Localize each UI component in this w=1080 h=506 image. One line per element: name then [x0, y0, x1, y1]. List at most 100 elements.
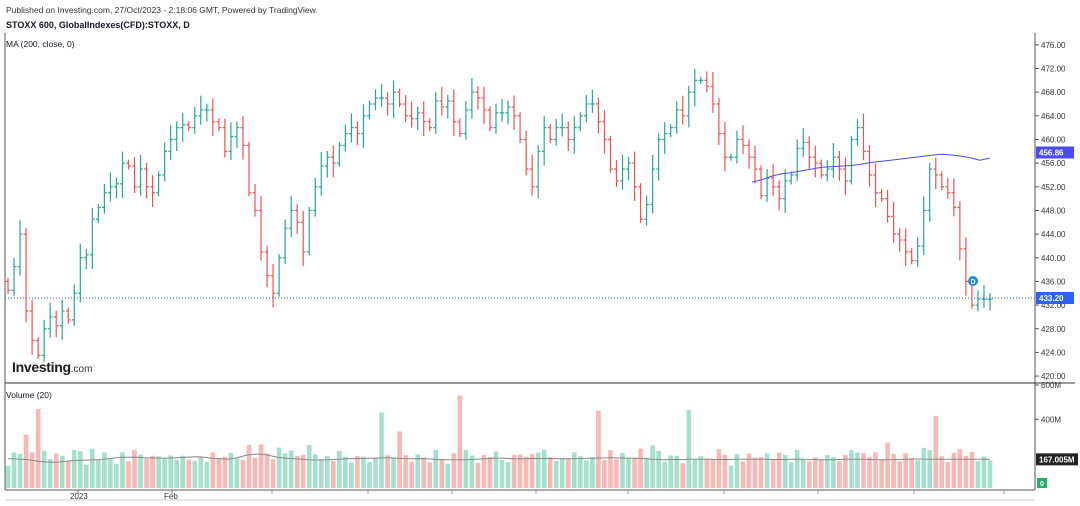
volume-bar	[921, 447, 927, 488]
volume-bar	[885, 442, 890, 488]
volume-bar	[240, 460, 246, 488]
volume-bar	[192, 461, 198, 488]
volume-bar	[234, 458, 240, 488]
volume-bar	[77, 451, 83, 488]
volume-change-tag: 0	[1040, 481, 1044, 488]
price-tick-label: 464.00	[1041, 112, 1066, 121]
volume-bar	[632, 457, 637, 488]
volume-bar	[427, 462, 433, 488]
volume-bar	[517, 454, 523, 488]
chart-frame	[4, 33, 1075, 501]
volume-bar	[626, 458, 631, 488]
volume-bar	[216, 457, 222, 488]
last-price-tag-bg	[1036, 292, 1074, 305]
volume-bar	[867, 456, 872, 488]
volume-bar	[228, 452, 234, 488]
volume-bar	[47, 458, 53, 488]
volume-bar	[349, 462, 354, 488]
price-tick-label: 428.00	[1041, 325, 1066, 334]
volume-bar	[740, 461, 746, 488]
volume-bar	[397, 431, 402, 488]
price-tick-label: 472.00	[1041, 64, 1066, 73]
volume-bar	[29, 452, 35, 488]
price-tick-label: 448.00	[1041, 206, 1066, 215]
volume-bar	[475, 462, 481, 488]
volume-bar	[553, 461, 559, 488]
volume-bar	[547, 457, 553, 488]
volume-bar	[114, 463, 119, 488]
volume-bar	[246, 445, 252, 488]
volume-bar	[559, 458, 565, 488]
volume-bar	[939, 456, 945, 488]
volume-bar	[535, 452, 541, 488]
volume-bar	[776, 452, 782, 488]
ma-value-tag: 456.86	[1039, 148, 1064, 157]
volume-bar	[174, 459, 179, 488]
volume-bar	[812, 457, 818, 488]
volume-bar	[752, 457, 758, 488]
ma-200-polyline	[751, 153, 991, 183]
volume-tick-label: 400M	[1041, 415, 1061, 424]
volume-bar	[668, 455, 674, 488]
price-tick-label: 460.00	[1041, 135, 1066, 144]
volume-bar	[644, 457, 649, 488]
volume-ma-polyline	[8, 453, 990, 463]
volume-bar	[264, 453, 270, 488]
price-tick-label: 468.00	[1041, 88, 1066, 97]
volume-bar	[84, 464, 89, 488]
volume-bar	[728, 465, 734, 488]
volume-bar	[270, 459, 276, 488]
price-tick-label: 476.00	[1041, 41, 1066, 50]
volume-bar	[324, 456, 330, 488]
volume-bar	[312, 454, 318, 488]
volume-bar	[933, 415, 939, 488]
volume-bar	[590, 457, 595, 488]
last-price-tag: 433.20	[1039, 294, 1064, 303]
volume-bar	[782, 454, 788, 488]
volume-bar	[385, 455, 390, 488]
volume-bar	[608, 450, 613, 488]
volume-bar	[614, 459, 619, 488]
price-tick-label: 452.00	[1041, 183, 1066, 192]
volume-bar	[698, 456, 704, 488]
volume-bar	[686, 409, 692, 488]
volume-bar	[855, 452, 860, 488]
volume-bar	[819, 459, 824, 488]
volume-bar	[849, 450, 854, 488]
volume-bar	[71, 449, 77, 488]
publish-info: Published on Investing.com, 27/Oct/2023 …	[6, 5, 318, 15]
volume-ma	[8, 453, 990, 463]
volume-bar	[469, 455, 475, 488]
volume-bar	[963, 455, 969, 488]
volume-bar	[716, 449, 722, 488]
volume-bar	[565, 458, 571, 488]
volume-bar	[909, 457, 914, 488]
volume-bar	[59, 455, 65, 488]
volume-bar	[957, 449, 963, 488]
volume-bar	[451, 453, 457, 488]
ma-200-line	[751, 153, 991, 183]
volume-bar	[409, 461, 414, 488]
volume-bar	[843, 454, 848, 488]
volume-bar	[294, 456, 300, 488]
dividend-marker-icon	[968, 276, 978, 286]
volume-bar	[602, 460, 607, 488]
ohlc-bars	[5, 68, 993, 362]
volume-bar	[927, 450, 933, 488]
price-tick-label: 440.00	[1041, 254, 1066, 263]
volume-bar	[638, 448, 643, 488]
volume-bars	[5, 395, 993, 488]
volume-bar	[318, 458, 324, 488]
price-tick-label: 420.00	[1041, 372, 1066, 381]
volume-bar	[90, 448, 95, 488]
volume-bar	[132, 449, 137, 488]
ma-legend: MA (200, close, 0)	[6, 39, 75, 49]
volume-bar	[331, 460, 336, 488]
volume-bar	[343, 456, 348, 488]
volume-bar	[596, 410, 601, 488]
volume-bar	[463, 449, 469, 488]
volume-bar	[445, 463, 451, 488]
volume-bar	[222, 456, 228, 488]
volume-bar	[180, 455, 186, 488]
